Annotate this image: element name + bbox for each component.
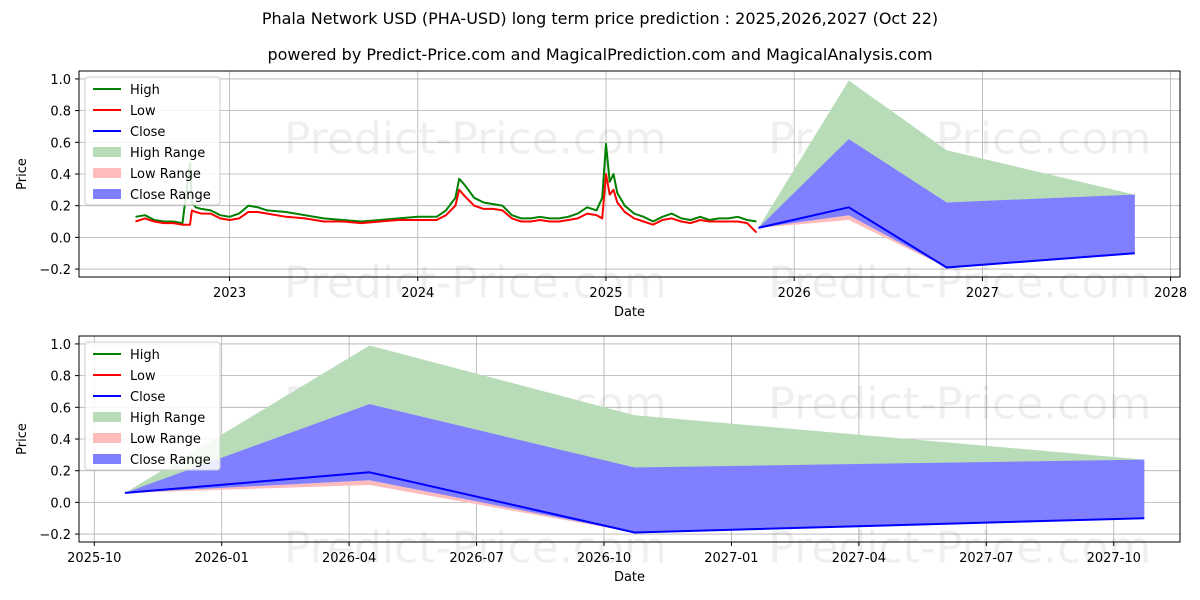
watermark-text: Predict-Price.com <box>284 258 667 309</box>
y-tick-label: 0.8 <box>50 370 71 385</box>
chart-subtitle: powered by Predict-Price.com and Magical… <box>267 45 933 64</box>
x-tick-label: 2024 <box>401 286 434 301</box>
legend-label: Close <box>130 125 165 140</box>
legend-label: Low <box>130 104 156 119</box>
legend-swatch-patch <box>93 168 121 178</box>
x-tick-label: 2023 <box>213 286 246 301</box>
chart-forecast-zoom: Predict-Price.com Predict-Price.com Predic… <box>15 335 1181 585</box>
close-range-area <box>124 404 1145 533</box>
legend-swatch-patch <box>93 147 121 157</box>
y-tick-label: 0.4 <box>50 168 71 183</box>
x-tick-label: 2026-01 <box>195 551 249 566</box>
x-tick-label: 2026-10 <box>577 551 631 566</box>
x-tick-label: 2027 <box>966 286 999 301</box>
x-tick-label: 2026 <box>778 286 811 301</box>
y-tick-label: 0.8 <box>50 105 71 120</box>
watermark-text: Predict-Price.com <box>768 523 1151 574</box>
x-tick-label: 2027-01 <box>704 551 758 566</box>
x-tick-label: 2027-07 <box>959 551 1013 566</box>
x-tick-label: 2025 <box>589 286 622 301</box>
x-axis-label: Date <box>614 570 645 585</box>
y-tick-label: 1.0 <box>50 73 71 88</box>
legend-label: High <box>130 348 160 363</box>
y-tick-label: 0.4 <box>50 433 71 448</box>
x-axis-label: Date <box>614 305 645 320</box>
x-tick-label: 2028 <box>1154 286 1187 301</box>
low-series-line <box>135 173 758 234</box>
legend-swatch-patch <box>93 412 121 422</box>
y-tick-label: 0.2 <box>50 465 71 480</box>
legend: High Low Close High Range Low Range Close Ran… <box>84 341 221 471</box>
y-tick-label: 0.6 <box>50 401 71 416</box>
x-tick-label: 2027-04 <box>832 551 886 566</box>
chart-title: Phala Network USD (PHA-USD) long term pr… <box>261 9 939 28</box>
x-tick-label: 2026-04 <box>322 551 376 566</box>
y-axis-label: Price <box>15 423 30 455</box>
watermark-text: Predict-Price.com <box>284 523 667 574</box>
legend-label: Close <box>130 390 165 405</box>
x-tick-label: 2025-10 <box>67 551 121 566</box>
y-axis-label: Price <box>15 158 30 190</box>
close-range-area <box>758 139 1135 268</box>
legend-label: Low <box>130 369 156 384</box>
x-tick-label: 2026-07 <box>449 551 503 566</box>
y-tick-label: 0.6 <box>50 136 71 151</box>
y-tick-label: 0.0 <box>50 231 71 246</box>
legend-label: Low Range <box>130 167 201 182</box>
legend-swatch-patch <box>93 433 121 443</box>
legend-swatch-patch <box>93 189 121 199</box>
close-forecast-line <box>758 206 1135 269</box>
y-tick-label: 0.2 <box>50 200 71 215</box>
watermark-text: Predict-Price.com <box>768 378 1151 429</box>
watermark-text: Predict-Price.com <box>284 113 667 164</box>
legend-swatch-patch <box>93 454 121 464</box>
y-tick-label: −0.2 <box>39 263 71 278</box>
legend-label: Close Range <box>130 453 211 468</box>
y-tick-label: 1.0 <box>50 338 71 353</box>
y-tick-label: 0.0 <box>50 496 71 511</box>
legend-label: High Range <box>130 411 205 426</box>
close-forecast-line <box>124 471 1145 534</box>
legend-label: High <box>130 83 160 98</box>
legend-label: Close Range <box>130 188 211 203</box>
high-series-line <box>135 142 757 225</box>
legend-label: Low Range <box>130 432 201 447</box>
legend: High Low Close High Range Low Range Close Ran… <box>84 76 221 206</box>
legend-label: High Range <box>130 146 205 161</box>
y-tick-label: −0.2 <box>39 528 71 543</box>
chart-full-history: Predict-Price.com Predict-Price.comPredic… <box>15 70 1187 320</box>
x-tick-label: 2027-10 <box>1087 551 1141 566</box>
